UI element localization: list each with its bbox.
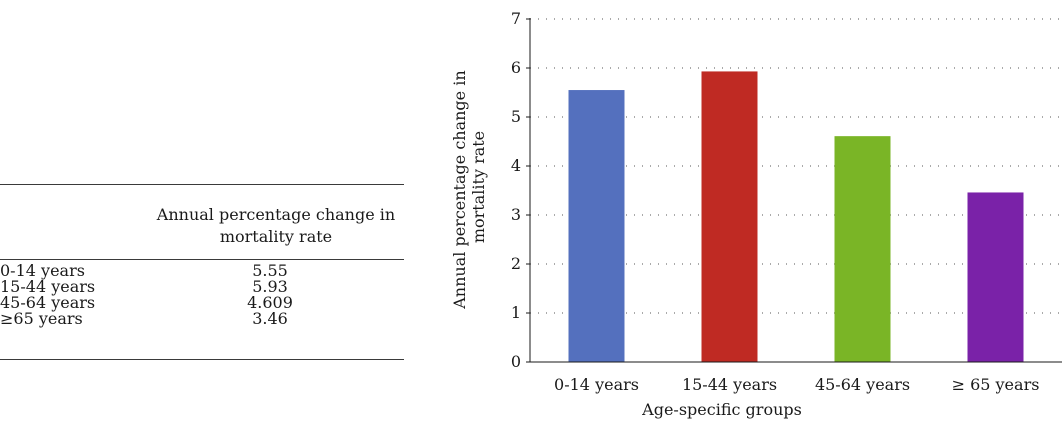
y-tick-label: 0 [511, 352, 521, 371]
x-tick-label: 45-64 years [815, 375, 910, 394]
table-header-rule [0, 259, 404, 260]
x-tick-label: 0-14 years [554, 375, 639, 394]
row-group-label: 45-64 years [0, 293, 96, 312]
y-tick-label: 2 [511, 254, 521, 273]
y-axis-label-line-2: mortality rate [469, 131, 488, 243]
table-row: 45-64 years 4.609 [0, 295, 404, 311]
bar [967, 192, 1024, 362]
data-table: Annual percentage change in mortality ra… [0, 0, 404, 421]
y-axis-label: Annual percentage change in mortality ra… [450, 65, 488, 310]
row-value: 3.46 [252, 309, 288, 328]
table-row: ≥65 years 3.46 [0, 311, 404, 327]
row-value: 4.609 [247, 293, 293, 312]
bar-chart: 0 1 2 3 4 5 6 7 0-14 years 15-44 years 45-64 year… [444, 0, 1064, 421]
y-tick-labels: 0 1 2 3 4 5 6 7 [511, 9, 521, 371]
table-body: 0-14 years 5.55 15-44 years 5.93 45-64 y… [0, 263, 404, 327]
row-group-label: 0-14 years [0, 261, 85, 280]
y-tick-label: 4 [511, 156, 521, 175]
y-tick-label: 5 [511, 107, 521, 126]
bar-chart-svg: 0 1 2 3 4 5 6 7 0-14 years 15-44 years 45-64 year… [450, 9, 1062, 419]
axes [526, 18, 1062, 363]
table-header: Annual percentage change in mortality ra… [156, 205, 396, 246]
y-tick-label: 3 [511, 205, 521, 224]
bar [568, 90, 625, 363]
x-tick-label: 15-44 years [682, 375, 777, 394]
row-value: 5.93 [252, 277, 288, 296]
row-group-label: ≥65 years [0, 309, 83, 328]
table-row: 15-44 years 5.93 [0, 279, 404, 295]
x-tick-label: ≥ 65 years [952, 375, 1040, 394]
table-row: 0-14 years 5.55 [0, 263, 404, 279]
bars [568, 71, 1024, 363]
y-tick-label: 7 [511, 9, 521, 28]
table-top-rule [0, 184, 404, 185]
x-axis-label: Age-specific groups [641, 400, 802, 419]
bar [701, 71, 758, 363]
row-group-label: 15-44 years [0, 277, 96, 296]
y-axis-label-line-1: Annual percentage change in [450, 70, 469, 309]
y-tick-label: 1 [511, 303, 521, 322]
table-bottom-rule [0, 359, 404, 360]
bar [834, 136, 891, 362]
row-value: 5.55 [252, 261, 288, 280]
x-tick-labels: 0-14 years 15-44 years 45-64 years ≥ 65 yea… [554, 375, 1039, 394]
y-tick-label: 6 [511, 58, 521, 77]
